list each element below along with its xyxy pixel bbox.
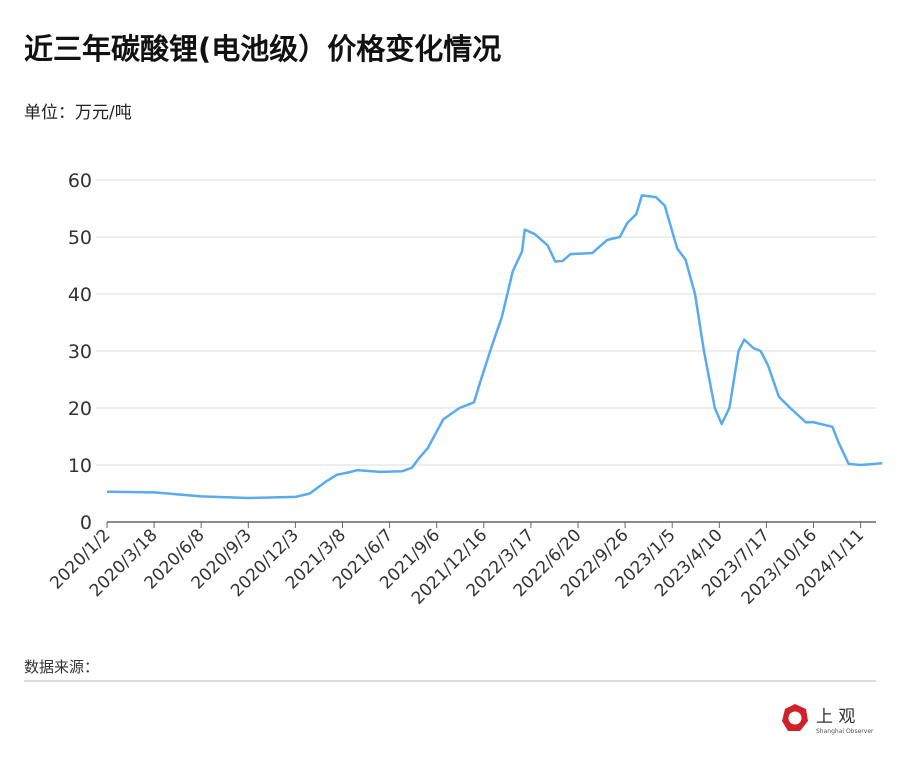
y-tick-label: 50 bbox=[68, 227, 92, 249]
y-tick-label: 0 bbox=[80, 512, 92, 534]
price-line bbox=[106, 194, 883, 500]
divider bbox=[24, 680, 876, 682]
chart-title: 近三年碳酸锂(电池级）价格变化情况 bbox=[24, 32, 502, 66]
shanghai-observer-logo: 上 观 Shanghai Observer bbox=[782, 704, 874, 735]
y-tick-label: 10 bbox=[68, 455, 92, 477]
y-tick-label: 40 bbox=[68, 284, 92, 306]
source-label: 数据来源： bbox=[24, 658, 100, 676]
line-chart: 01020304050602020/1/22020/3/182020/6/820… bbox=[46, 170, 883, 609]
y-tick-label: 20 bbox=[68, 398, 92, 420]
svg-text:Shanghai Observer: Shanghai Observer bbox=[816, 728, 874, 735]
svg-text:上 观: 上 观 bbox=[816, 707, 855, 727]
y-tick-label: 30 bbox=[68, 341, 92, 363]
y-tick-label: 60 bbox=[68, 170, 92, 192]
unit-label: 单位：万元/吨 bbox=[24, 103, 132, 123]
